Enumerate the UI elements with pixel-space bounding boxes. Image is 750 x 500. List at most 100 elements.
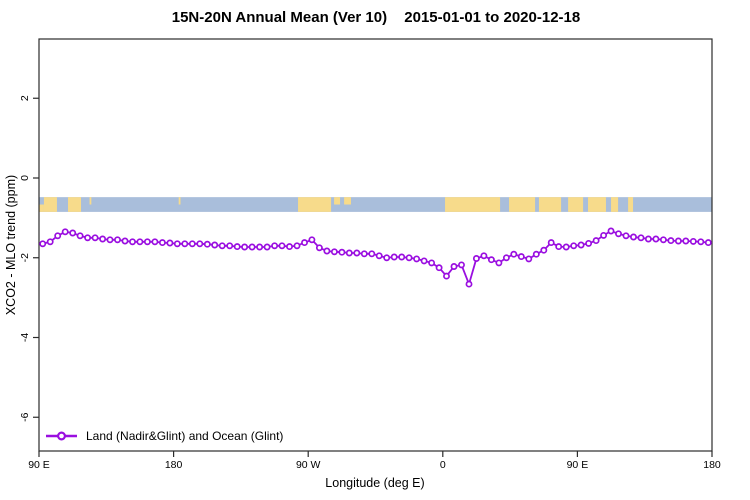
data-point bbox=[233, 243, 241, 251]
data-point bbox=[615, 230, 622, 238]
data-point bbox=[562, 243, 570, 251]
legend-label: Land (Nadir&Glint) and Ocean (Glint) bbox=[86, 429, 283, 443]
data-point bbox=[196, 240, 204, 248]
data-point bbox=[271, 242, 279, 250]
chart-title: 15N-20N Annual Mean (Ver 10) 2015-01-01 … bbox=[172, 9, 580, 26]
data-point bbox=[166, 239, 174, 247]
data-point bbox=[360, 250, 368, 258]
data-point bbox=[577, 241, 585, 249]
data-point bbox=[383, 254, 391, 262]
x-tick-label: 180 bbox=[165, 459, 183, 471]
data-point bbox=[323, 247, 331, 255]
data-point bbox=[704, 239, 712, 247]
data-point bbox=[61, 228, 69, 236]
data-point bbox=[286, 243, 293, 251]
data-point bbox=[398, 253, 406, 261]
data-point bbox=[129, 238, 136, 246]
data-point bbox=[218, 242, 226, 250]
data-point bbox=[570, 242, 578, 250]
data-point bbox=[592, 237, 600, 245]
land-ocean-band bbox=[39, 197, 712, 212]
data-point bbox=[443, 272, 450, 280]
data-point bbox=[420, 257, 428, 265]
data-point bbox=[502, 254, 510, 262]
land-strip bbox=[538, 197, 562, 212]
data-point bbox=[136, 238, 144, 246]
data-point bbox=[472, 255, 480, 262]
data-point bbox=[211, 241, 219, 249]
data-point bbox=[607, 227, 615, 235]
data-point bbox=[91, 234, 99, 242]
chart-title-dates: 2015-01-01 to 2020-12-18 bbox=[404, 9, 580, 26]
data-point bbox=[278, 242, 286, 250]
data-point bbox=[450, 263, 458, 270]
plot-box bbox=[38, 38, 713, 452]
data-point bbox=[84, 234, 92, 242]
land-strip bbox=[298, 197, 332, 212]
y-tick-label: 2 bbox=[19, 95, 31, 101]
data-point bbox=[368, 250, 376, 258]
data-point bbox=[667, 237, 675, 245]
land-strip bbox=[445, 197, 501, 212]
x-tick-label: 180 bbox=[703, 459, 721, 471]
data-point bbox=[428, 259, 436, 267]
data-point bbox=[622, 232, 630, 240]
data-point bbox=[69, 229, 77, 237]
data-point bbox=[248, 243, 256, 251]
data-point bbox=[555, 243, 563, 251]
data-point bbox=[435, 264, 443, 272]
land-strip bbox=[43, 197, 57, 212]
land-strip bbox=[509, 197, 536, 212]
data-point bbox=[532, 250, 540, 258]
data-point bbox=[308, 236, 316, 244]
data-series bbox=[39, 227, 712, 288]
y-tick-label: -2 bbox=[19, 253, 31, 262]
chart-title-main: 15N-20N Annual Mean (Ver 10) bbox=[172, 9, 387, 26]
data-point bbox=[600, 231, 608, 239]
data-point bbox=[188, 240, 196, 248]
x-axis-title: Longitude (deg E) bbox=[325, 476, 424, 490]
data-point bbox=[173, 240, 181, 248]
data-point bbox=[540, 246, 548, 254]
data-point bbox=[54, 232, 62, 240]
data-point bbox=[652, 235, 660, 243]
data-point bbox=[121, 237, 129, 245]
legend: Land (Nadir&Glint) and Ocean (Glint) bbox=[46, 429, 283, 443]
x-tick-label: 90 E bbox=[567, 459, 589, 471]
land-strip bbox=[68, 197, 82, 212]
data-point bbox=[458, 261, 465, 269]
island-fleck bbox=[178, 197, 181, 205]
data-point bbox=[495, 259, 503, 267]
data-point bbox=[674, 237, 682, 245]
data-point bbox=[517, 253, 525, 261]
legend-marker bbox=[56, 431, 66, 441]
data-point bbox=[525, 255, 533, 263]
data-point bbox=[637, 234, 645, 242]
data-point bbox=[293, 242, 301, 250]
data-point bbox=[241, 243, 249, 251]
data-point bbox=[345, 249, 353, 257]
y-axis-title: XCO2 - MLO trend (ppm) bbox=[4, 175, 18, 315]
data-point bbox=[659, 236, 667, 244]
x-tick-label: 90 E bbox=[28, 459, 50, 471]
coast-fleck bbox=[39, 204, 44, 212]
data-point bbox=[203, 240, 211, 248]
data-point bbox=[99, 235, 107, 243]
x-tick-label: 0 bbox=[440, 459, 446, 471]
y-tick-label: -6 bbox=[19, 412, 31, 421]
data-point bbox=[630, 233, 637, 241]
data-point bbox=[644, 235, 652, 243]
data-point bbox=[338, 248, 346, 256]
data-point bbox=[510, 250, 518, 258]
island-fleck bbox=[89, 197, 92, 205]
data-point bbox=[151, 238, 159, 246]
data-point bbox=[263, 243, 271, 251]
data-point bbox=[390, 253, 398, 261]
x-axis: 90 E 180 90 W 0 90 E 180 bbox=[28, 451, 721, 471]
data-point bbox=[480, 252, 488, 260]
data-point bbox=[547, 239, 555, 247]
data-point bbox=[256, 243, 264, 251]
land-strip bbox=[628, 197, 634, 212]
